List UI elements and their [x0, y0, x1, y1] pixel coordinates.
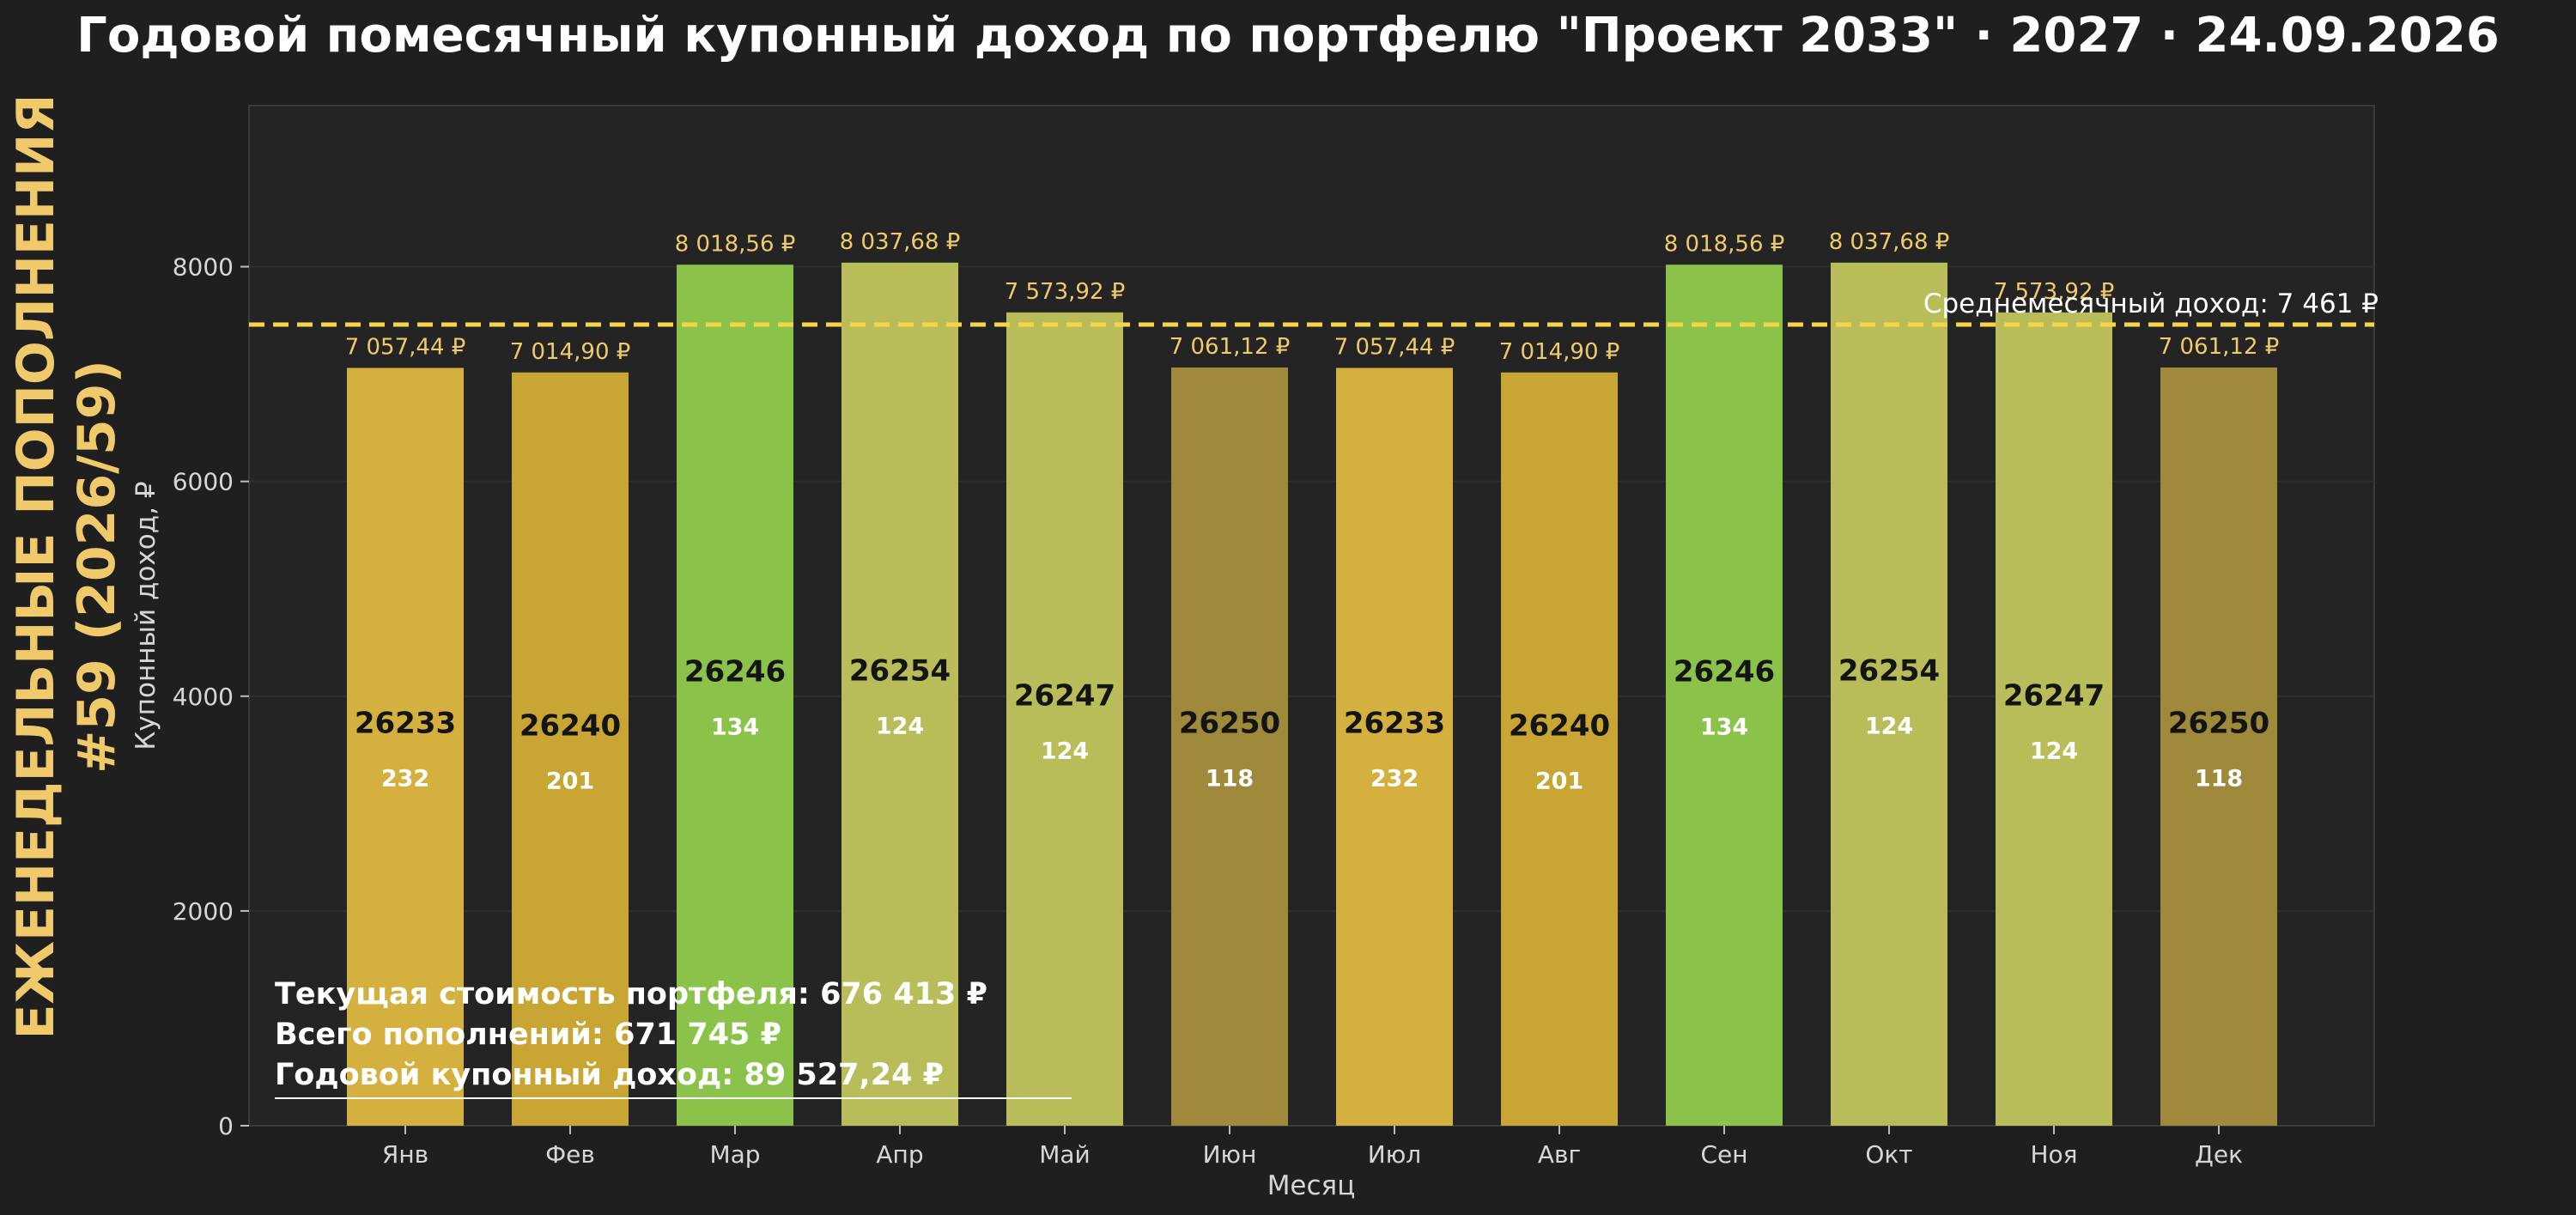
- bar-code-label: 26254: [849, 653, 951, 688]
- bar-value-label: 7 057,44 ₽: [345, 334, 466, 360]
- bar-value-label: 8 037,68 ₽: [1829, 229, 1950, 255]
- bar-Май: [1006, 312, 1123, 1127]
- bar-Сен: [1666, 264, 1783, 1127]
- bar-Авг: [1501, 372, 1618, 1126]
- x-tick-label: Июл: [1368, 1140, 1421, 1169]
- bar-count-label: 201: [546, 768, 594, 794]
- bar-code-label: 26240: [1509, 708, 1610, 743]
- x-tick-label: Мар: [709, 1140, 760, 1169]
- bar-count-label: 134: [711, 714, 759, 741]
- bar-Апр: [841, 262, 958, 1127]
- x-tick-label: Окт: [1865, 1140, 1912, 1169]
- bar-Окт: [1831, 262, 1947, 1127]
- y-tick-label: 8000: [173, 253, 234, 282]
- y-tick-label: 6000: [173, 468, 234, 496]
- bar-Дек: [2160, 367, 2277, 1126]
- bar-Мар: [677, 264, 793, 1127]
- chart-title: Годовой помесячный купонный доход по пор…: [76, 8, 2500, 64]
- bar-value-label: 7 061,12 ₽: [1170, 334, 1291, 360]
- bar-count-label: 118: [1206, 765, 1254, 792]
- bar-value-label: 7 573,92 ₽: [1005, 279, 1126, 305]
- bar-count-label: 201: [1535, 768, 1583, 794]
- summary-annual-coupon-income: Годовой купонный доход: 89 527,24 ₽: [275, 1058, 944, 1092]
- bar-code-label: 26250: [2168, 706, 2269, 740]
- x-tick-label: Сен: [1700, 1140, 1747, 1169]
- x-axis-ticks: Янв Фев Мар Апр Май Июн Июл Авг Сен Окт Ноя Дек: [382, 1126, 2243, 1169]
- bar-value-label: 7 014,90 ₽: [1499, 339, 1620, 365]
- bar-code-label: 26250: [1179, 706, 1280, 740]
- y-tick-label: 0: [218, 1112, 234, 1140]
- bar-Июл: [1336, 368, 1453, 1126]
- y-axis-label: Купонный доход, ₽: [131, 481, 161, 750]
- bar-value-label: 7 573,92 ₽: [1994, 279, 2115, 305]
- y-tick-label: 2000: [173, 897, 234, 926]
- bar-code-label: 26246: [1674, 655, 1775, 690]
- x-tick-label: Май: [1039, 1140, 1091, 1169]
- x-tick-label: Янв: [382, 1140, 428, 1169]
- x-tick-label: Апр: [876, 1140, 923, 1169]
- bar-value-label: 8 018,56 ₽: [1664, 231, 1785, 257]
- summary-total-deposits: Всего пополнений: 671 745 ₽: [275, 1018, 781, 1052]
- bar-code-label: 26246: [684, 655, 786, 690]
- bar-code-label: 26233: [1344, 707, 1445, 741]
- bar-code-label: 26247: [2003, 678, 2105, 713]
- bar-value-label: 7 061,12 ₽: [2159, 334, 2280, 360]
- summary-box: Текущая стоимость портфеля: 676 413 ₽ Вс…: [275, 977, 1072, 1099]
- bar-count-label: 124: [876, 713, 924, 739]
- bar-value-label: 7 057,44 ₽: [1334, 334, 1455, 360]
- bar-code-label: 26233: [355, 707, 456, 741]
- bar-code-label: 26240: [519, 708, 621, 743]
- bar-Июн: [1171, 367, 1288, 1126]
- x-tick-label: Ноя: [2030, 1140, 2077, 1169]
- side-title-line2: #59 (2026/59): [67, 360, 127, 774]
- bar-count-label: 232: [1370, 766, 1419, 793]
- bar-value-label: 7 014,90 ₽: [510, 339, 631, 365]
- bar-Ноя: [1996, 312, 2112, 1127]
- average-label: Среднемесячный доход: 7 461 ₽: [1923, 289, 2379, 319]
- y-axis-ticks: 0 2000 4000 6000 8000: [173, 253, 249, 1140]
- bars: 7 057,44 ₽ 26233 232 7 014,90 ₽ 26240 201 8 01…: [345, 229, 2280, 1127]
- summary-portfolio-value: Текущая стоимость портфеля: 676 413 ₽: [275, 977, 987, 1011]
- bar-count-label: 124: [1865, 713, 1913, 739]
- average-line-group: Среднемесячный доход: 7 461 ₽: [249, 289, 2379, 327]
- bar-count-label: 134: [1700, 714, 1748, 741]
- bar-code-label: 26247: [1014, 678, 1115, 713]
- x-tick-label: Июн: [1203, 1140, 1257, 1169]
- bar-count-label: 232: [381, 766, 429, 793]
- bar-Янв: [347, 368, 464, 1126]
- bar-count-label: 118: [2195, 765, 2243, 792]
- x-axis-label: Месяц: [1267, 1170, 1356, 1201]
- bar-count-label: 124: [1041, 738, 1089, 764]
- bar-count-label: 124: [2030, 738, 2078, 764]
- side-title: ЕЖЕНЕДЕЛЬНЫЕ ПОПОЛНЕНИЯ #59 (2026/59): [6, 94, 127, 1040]
- y-tick-label: 4000: [173, 683, 234, 711]
- bar-value-label: 8 018,56 ₽: [675, 231, 796, 257]
- x-tick-label: Авг: [1538, 1140, 1581, 1169]
- bar-code-label: 26254: [1838, 653, 1940, 688]
- side-title-line1: ЕЖЕНЕДЕЛЬНЫЕ ПОПОЛНЕНИЯ: [6, 94, 66, 1040]
- x-tick-label: Дек: [2195, 1140, 2243, 1169]
- bar-value-label: 8 037,68 ₽: [840, 229, 961, 255]
- bar-Фев: [512, 372, 629, 1126]
- x-tick-label: Фев: [545, 1140, 595, 1169]
